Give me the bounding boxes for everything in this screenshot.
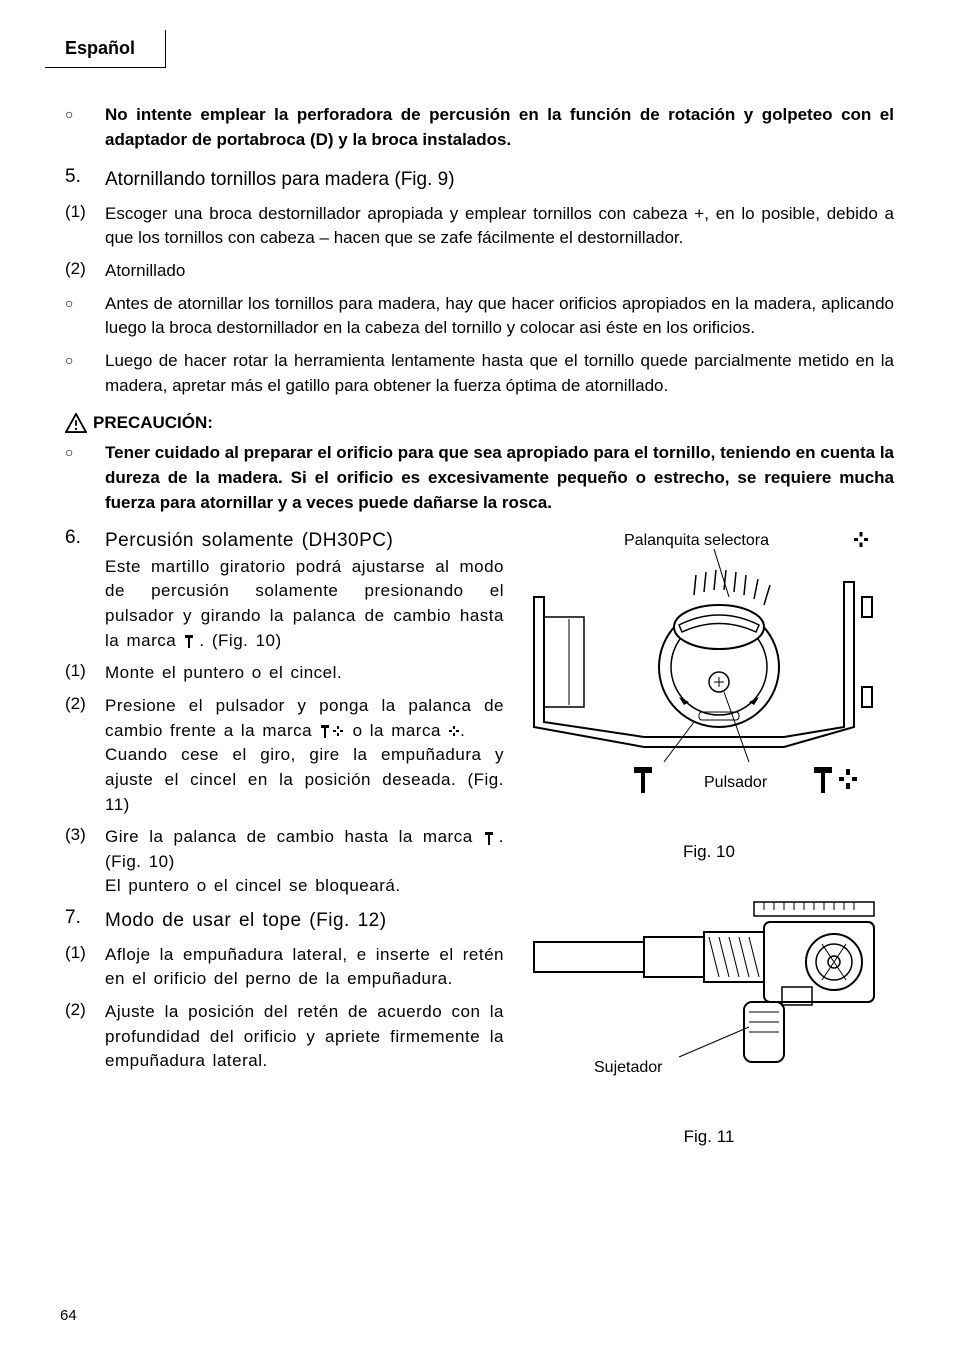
figure-10: Palanquita selectora bbox=[524, 527, 894, 862]
language-tab: Español bbox=[45, 30, 166, 68]
section-title: Atornillando tornillos para madera (Fig.… bbox=[105, 166, 894, 194]
section-title: Modo de usar el tope (Fig. 12) bbox=[105, 907, 504, 935]
page-number: 64 bbox=[60, 1307, 77, 1324]
paragraph-text: Afloje la empuñadura lateral, e inserte … bbox=[105, 943, 504, 992]
bullet-marker: ○ bbox=[60, 103, 105, 152]
paragraph-text: Ajuste la posición del retén de acuerdo … bbox=[105, 1000, 504, 1074]
list-marker: (1) bbox=[60, 661, 105, 686]
list-marker: (3) bbox=[60, 825, 105, 899]
fig11-callout: Sujetador bbox=[594, 1059, 663, 1076]
paragraph-text: Escoger una broca destornillador apropia… bbox=[105, 202, 894, 251]
section-number: 5. bbox=[60, 166, 105, 194]
list-marker: (2) bbox=[60, 259, 105, 284]
paragraph-text: Presione el pulsador y ponga la palanca … bbox=[105, 694, 504, 817]
paragraph-text: Percusión solamente (DH30PC) Este martil… bbox=[105, 527, 504, 653]
list-marker: (1) bbox=[60, 202, 105, 251]
left-column: 6. Percusión solamente (DH30PC) Este mar… bbox=[60, 527, 504, 1177]
right-column: Palanquita selectora bbox=[524, 527, 894, 1177]
section-number: 7. bbox=[60, 907, 105, 935]
hammer-icon bbox=[183, 633, 199, 649]
main-content: ○ No intente emplear la perforadora de p… bbox=[60, 103, 894, 1177]
figure-10-caption: Fig. 10 bbox=[524, 842, 894, 862]
fig10-callout-bottom: Pulsador bbox=[704, 774, 768, 791]
figure-11-caption: Fig. 11 bbox=[524, 1127, 894, 1147]
warning-triangle-icon bbox=[65, 413, 87, 433]
fig10-callout-top: Palanquita selectora bbox=[624, 532, 769, 549]
bullet-marker: ○ bbox=[60, 441, 105, 515]
caution-text: Tener cuidado al preparar el orificio pa… bbox=[105, 441, 894, 515]
figure-10-svg: Palanquita selectora bbox=[524, 527, 894, 827]
caution-header: PRECAUCIÓN: bbox=[60, 413, 894, 433]
warning-text: No intente emplear la perforadora de per… bbox=[105, 103, 894, 152]
paragraph-text: Antes de atornillar los tornillos para m… bbox=[105, 292, 894, 341]
hammer-cross-icon bbox=[319, 723, 345, 739]
section-number: 6. bbox=[60, 527, 105, 653]
paragraph-text: Monte el puntero o el cincel. bbox=[105, 661, 504, 686]
figure-11: Sujetador Fig. 11 bbox=[524, 892, 894, 1147]
bullet-marker: ○ bbox=[60, 349, 105, 398]
caution-label: PRECAUCIÓN: bbox=[93, 413, 213, 433]
bullet-marker: ○ bbox=[60, 292, 105, 341]
paragraph-text: Atornillado bbox=[105, 259, 894, 284]
hammer-icon bbox=[483, 830, 499, 846]
figure-11-svg: Sujetador bbox=[524, 892, 894, 1112]
paragraph-text: Gire la palanca de cambio hasta la marca… bbox=[105, 825, 504, 899]
paragraph-text: Luego de hacer rotar la herramienta lent… bbox=[105, 349, 894, 398]
list-marker: (2) bbox=[60, 694, 105, 817]
list-marker: (2) bbox=[60, 1000, 105, 1074]
cross-icon bbox=[448, 723, 460, 739]
list-marker: (1) bbox=[60, 943, 105, 992]
